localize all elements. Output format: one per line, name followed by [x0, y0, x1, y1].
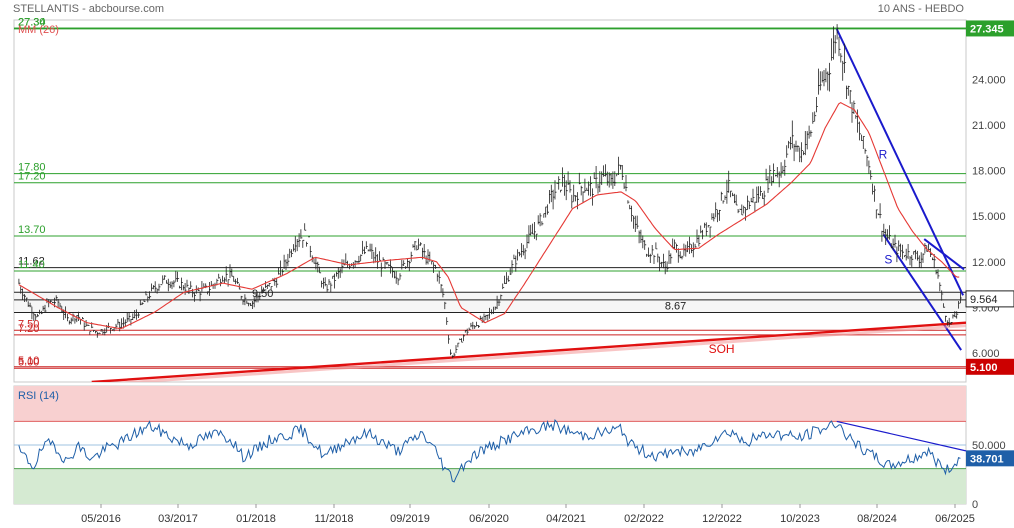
level-label-1: 27.34 — [18, 16, 46, 28]
level-label-6: 11.40 — [18, 259, 45, 271]
low-value-box: 5.100 — [970, 362, 998, 374]
chart-header-period: 10 ANS - HEBDO — [877, 3, 964, 15]
last-price-box-bg — [965, 290, 1014, 308]
rsi-overbought-zone — [14, 386, 966, 422]
trend-line-shadow — [113, 324, 966, 382]
trend-label-r: R — [879, 147, 888, 161]
moving-average-line — [18, 101, 960, 330]
y-tick-label-3: 15.000 — [972, 211, 1006, 223]
x-tick-label-8: 12/2022 — [702, 513, 742, 525]
x-tick-label-7: 02/2022 — [624, 513, 664, 525]
rsi-y-tick-label-1: 50.000 — [972, 440, 1006, 452]
chart-header-title: STELLANTIS - abcbourse.com — [13, 3, 165, 15]
x-tick-label-2: 01/2018 — [236, 513, 276, 525]
rsi-trend-line — [836, 420, 966, 452]
y-tick-label-0: 6.000 — [972, 348, 1000, 360]
level-label-0: 27.30 — [18, 16, 46, 28]
trend-line-R — [835, 28, 964, 296]
level-label-10: 7.50 — [18, 318, 39, 330]
level-label-4: 13.70 — [18, 224, 46, 236]
trend-line-2 — [923, 238, 965, 271]
trend-line-SOH — [91, 321, 966, 382]
x-tick-label-4: 09/2019 — [390, 513, 430, 525]
main-panel-frame — [13, 19, 967, 383]
low-value-box-bg — [966, 358, 1014, 375]
rsi-indicator-label: RSI (14) — [18, 390, 59, 402]
x-tick-label-1: 03/2017 — [158, 513, 198, 525]
rsi-last-value-box: 38.701 — [970, 453, 1004, 465]
x-tick-label-3: 11/2018 — [315, 513, 354, 525]
x-tick-label-0: 05/2016 — [81, 513, 121, 525]
rsi-line — [18, 419, 961, 483]
level-label-5: 11.62 — [18, 256, 45, 268]
level-label-inline-8: 9.50 — [252, 288, 273, 300]
x-tick-label-5: 06/2020 — [469, 513, 509, 525]
ma-indicator-label: MM (26) — [18, 24, 59, 36]
level-label-11: 7.20 — [18, 323, 39, 335]
rsi-y-tick-label-0: 0 — [972, 499, 978, 511]
level-label-13: 5.00 — [18, 356, 39, 368]
level-label-2: 17.80 — [18, 162, 46, 174]
y-tick-label-6: 24.000 — [972, 74, 1006, 86]
rsi-oversold-zone — [14, 468, 966, 504]
y-tick-label-5: 21.000 — [972, 120, 1006, 132]
price-bars — [18, 24, 962, 359]
level-label-3: 17.20 — [18, 171, 46, 183]
x-tick-label-6: 04/2021 — [546, 513, 586, 525]
last-price-box: 9.564 — [970, 294, 998, 306]
trend-line-S — [882, 233, 962, 351]
trend-label-soh: SOH — [709, 342, 735, 356]
x-tick-label-9: 10/2023 — [780, 513, 820, 525]
top-value-box-bg — [966, 20, 1014, 37]
rsi-last-value-box-bg — [966, 450, 1014, 467]
y-tick-label-2: 12.000 — [972, 257, 1006, 269]
x-tick-label-10: 08/2024 — [857, 513, 897, 525]
x-tick-label-11: 06/2025 — [935, 513, 975, 525]
trend-label-s: S — [884, 252, 892, 266]
level-label-inline-9: 8.67 — [665, 300, 686, 312]
level-label-12: 5.10 — [18, 355, 39, 367]
top-value-box: 27.345 — [970, 23, 1004, 35]
y-tick-label-4: 18.000 — [972, 166, 1006, 178]
